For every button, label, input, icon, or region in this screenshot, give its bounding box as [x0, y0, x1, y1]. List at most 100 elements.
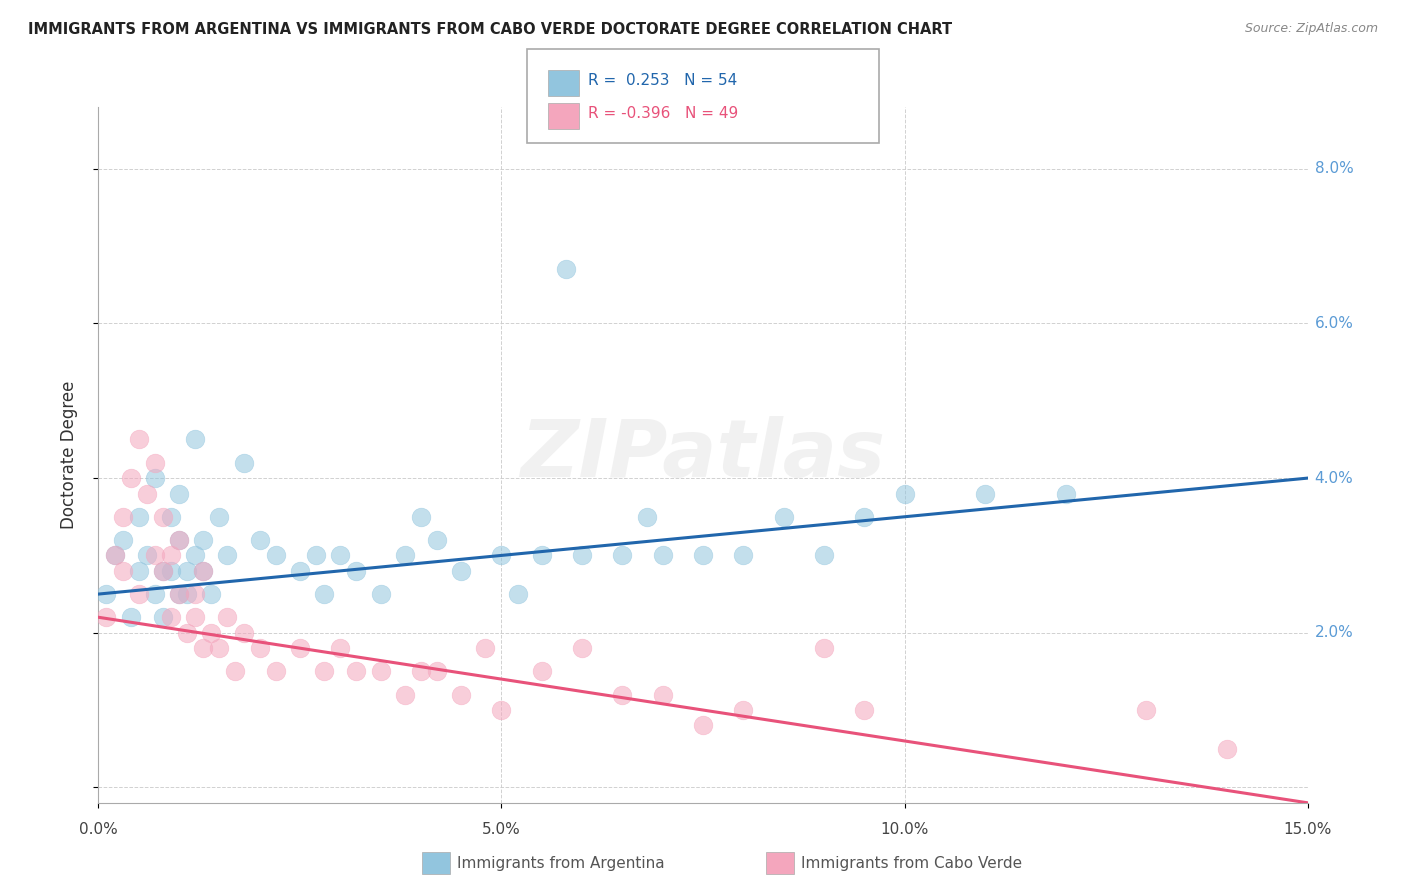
- Point: [120, 471, 142, 485]
- Point: [167, 587, 190, 601]
- Text: R = -0.396   N = 49: R = -0.396 N = 49: [588, 106, 738, 120]
- Point: [612, 688, 634, 702]
- Point: [1054, 486, 1077, 500]
- Point: [813, 641, 835, 656]
- Point: [370, 665, 392, 679]
- Point: [193, 641, 215, 656]
- Text: ZIPatlas: ZIPatlas: [520, 416, 886, 494]
- Point: [184, 587, 207, 601]
- Text: Immigrants from Cabo Verde: Immigrants from Cabo Verde: [801, 856, 1022, 871]
- Point: [208, 641, 231, 656]
- Point: [370, 587, 392, 601]
- Point: [651, 549, 673, 563]
- Point: [1135, 703, 1157, 717]
- Point: [491, 549, 513, 563]
- Text: R =  0.253   N = 54: R = 0.253 N = 54: [588, 73, 737, 87]
- Text: Immigrants from Argentina: Immigrants from Argentina: [457, 856, 665, 871]
- Point: [152, 509, 174, 524]
- Point: [96, 587, 118, 601]
- Point: [160, 509, 183, 524]
- Point: [853, 703, 876, 717]
- Point: [111, 564, 134, 578]
- Point: [167, 486, 190, 500]
- Point: [217, 610, 239, 624]
- Point: [264, 665, 287, 679]
- Point: [224, 665, 246, 679]
- Point: [636, 509, 658, 524]
- Point: [96, 610, 118, 624]
- Point: [1216, 741, 1239, 756]
- Point: [612, 549, 634, 563]
- Point: [111, 509, 134, 524]
- Point: [264, 549, 287, 563]
- Point: [176, 625, 198, 640]
- Point: [344, 665, 367, 679]
- Point: [344, 564, 367, 578]
- Point: [314, 665, 336, 679]
- Point: [249, 641, 271, 656]
- Point: [128, 433, 150, 447]
- Point: [426, 665, 449, 679]
- Point: [128, 564, 150, 578]
- Point: [184, 433, 207, 447]
- Point: [128, 509, 150, 524]
- Point: [409, 665, 432, 679]
- Point: [152, 564, 174, 578]
- Text: Source: ZipAtlas.com: Source: ZipAtlas.com: [1244, 22, 1378, 36]
- Point: [651, 688, 673, 702]
- Point: [314, 587, 336, 601]
- Point: [184, 610, 207, 624]
- Point: [733, 549, 755, 563]
- Point: [813, 549, 835, 563]
- Point: [450, 688, 472, 702]
- Point: [135, 549, 157, 563]
- Point: [329, 641, 352, 656]
- Point: [426, 533, 449, 547]
- Point: [571, 641, 593, 656]
- Point: [571, 549, 593, 563]
- Text: 6.0%: 6.0%: [1315, 316, 1354, 331]
- Point: [288, 641, 311, 656]
- Point: [555, 262, 578, 277]
- Point: [128, 587, 150, 601]
- Point: [249, 533, 271, 547]
- Point: [152, 610, 174, 624]
- Point: [305, 549, 328, 563]
- Point: [160, 610, 183, 624]
- Point: [506, 587, 529, 601]
- Point: [232, 625, 254, 640]
- Point: [167, 533, 190, 547]
- Point: [530, 549, 553, 563]
- Point: [200, 587, 222, 601]
- Point: [733, 703, 755, 717]
- Text: 2.0%: 2.0%: [1315, 625, 1354, 640]
- Point: [288, 564, 311, 578]
- Point: [103, 549, 125, 563]
- Point: [193, 564, 215, 578]
- Point: [111, 533, 134, 547]
- Point: [135, 486, 157, 500]
- Y-axis label: Doctorate Degree: Doctorate Degree: [59, 381, 77, 529]
- Point: [176, 587, 198, 601]
- Point: [491, 703, 513, 717]
- Point: [143, 549, 166, 563]
- Point: [160, 564, 183, 578]
- Point: [329, 549, 352, 563]
- Point: [167, 533, 190, 547]
- Point: [409, 509, 432, 524]
- Point: [176, 564, 198, 578]
- Point: [152, 564, 174, 578]
- Point: [103, 549, 125, 563]
- Point: [167, 587, 190, 601]
- Point: [692, 718, 714, 732]
- Point: [974, 486, 997, 500]
- Point: [394, 549, 416, 563]
- Point: [193, 564, 215, 578]
- Text: 8.0%: 8.0%: [1315, 161, 1354, 177]
- Point: [853, 509, 876, 524]
- Point: [893, 486, 915, 500]
- Text: 15.0%: 15.0%: [1284, 822, 1331, 838]
- Point: [200, 625, 222, 640]
- Point: [530, 665, 553, 679]
- Point: [160, 549, 183, 563]
